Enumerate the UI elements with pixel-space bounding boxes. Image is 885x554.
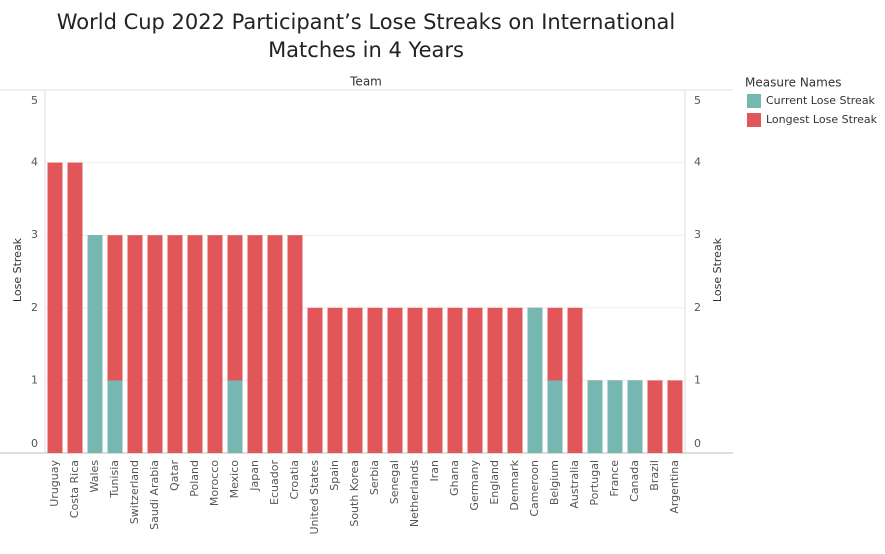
y2-tick-label: 5 (694, 94, 701, 107)
x-tick-label: Argentina (668, 460, 681, 514)
x-tick-label: Canada (628, 460, 641, 502)
y2-axis-label: Lose Streak (711, 237, 724, 302)
x-tick-label: Germany (468, 460, 481, 511)
x-tick-label: Serbia (368, 460, 381, 495)
x-tick-label: Morocco (208, 460, 221, 506)
x-tick-label: Cameroon (528, 460, 541, 517)
y-tick-label: 5 (31, 94, 38, 107)
bar (447, 307, 463, 453)
y2-tick-label: 0 (694, 437, 701, 450)
x-tick-label: Saudi Arabia (148, 460, 161, 530)
bar (347, 307, 363, 453)
x-tick-label: France (608, 460, 621, 497)
y-tick-label: 0 (31, 437, 38, 450)
x-tick-label: Mexico (228, 460, 241, 499)
bar (287, 235, 303, 453)
bar (67, 162, 83, 453)
bar (607, 380, 623, 453)
bar (667, 380, 683, 453)
x-tick-label: Iran (428, 460, 441, 482)
x-tick-label: Denmark (508, 459, 521, 510)
legend-label: Current Lose Streak (766, 94, 876, 107)
bar (467, 307, 483, 453)
bar (187, 235, 203, 453)
x-tick-label: Costa Rica (68, 460, 81, 518)
x-tick-label: Switzerland (128, 460, 141, 524)
bar (527, 307, 543, 453)
x-tick-label: Ecuador (268, 460, 281, 505)
bar (627, 380, 643, 453)
bar (407, 307, 423, 453)
x-tick-label: Uruguay (48, 460, 61, 507)
x-tick-label: Spain (328, 460, 341, 491)
bar (227, 380, 243, 453)
bar (207, 235, 223, 453)
chart-title: World Cup 2022 Participant’s Lose Streak… (56, 10, 676, 62)
x-tick-label: Croatia (288, 460, 301, 500)
x-tick-label: Netherlands (408, 460, 421, 527)
y-tick-label: 1 (31, 373, 38, 386)
y-tick-label: 2 (31, 301, 38, 314)
x-tick-label: England (488, 460, 501, 505)
bar (127, 235, 143, 453)
y-tick-label: 4 (31, 156, 38, 169)
x-tick-label: Poland (188, 460, 201, 497)
y-tick-label: 3 (31, 228, 38, 241)
x-tick-label: South Korea (348, 460, 361, 527)
bar (167, 235, 183, 453)
x-tick-label: Senegal (388, 460, 401, 504)
bar (47, 162, 63, 453)
y-axis-label: Lose Streak (11, 237, 24, 302)
x-tick-label: United States (308, 460, 321, 535)
header: Team (349, 75, 382, 89)
bar (387, 307, 403, 453)
y2-tick-label: 4 (694, 156, 701, 169)
bar (267, 235, 283, 453)
bar (647, 380, 663, 453)
bar (567, 307, 583, 453)
bar (107, 380, 123, 453)
bar (147, 235, 163, 453)
x-tick-label: Wales (88, 460, 101, 493)
legend-title: Measure Names (745, 76, 841, 90)
bar (487, 307, 503, 453)
legend-label: Longest Lose Streak (766, 113, 878, 126)
legend-swatch (747, 113, 761, 127)
x-tick-label: Brazil (648, 460, 661, 491)
bar (247, 235, 263, 453)
bar (87, 235, 103, 453)
x-tick-label: Portugal (588, 460, 601, 506)
bar (507, 307, 523, 453)
x-tick-label: Qatar (168, 460, 181, 491)
y2-tick-label: 3 (694, 228, 701, 241)
x-tick-label: Belgium (548, 460, 561, 505)
bar (427, 307, 443, 453)
x-tick-label: Ghana (448, 460, 461, 496)
legend-swatch (747, 94, 761, 108)
x-tick-label: Tunisia (108, 460, 121, 499)
x-tick-label: Australia (568, 460, 581, 509)
bar (367, 307, 383, 453)
y2-tick-label: 2 (694, 301, 701, 314)
bar (307, 307, 323, 453)
bar (547, 380, 563, 453)
bar (327, 307, 343, 453)
x-tick-label: Japan (248, 460, 261, 492)
bar (587, 380, 603, 453)
y2-tick-label: 1 (694, 373, 701, 386)
